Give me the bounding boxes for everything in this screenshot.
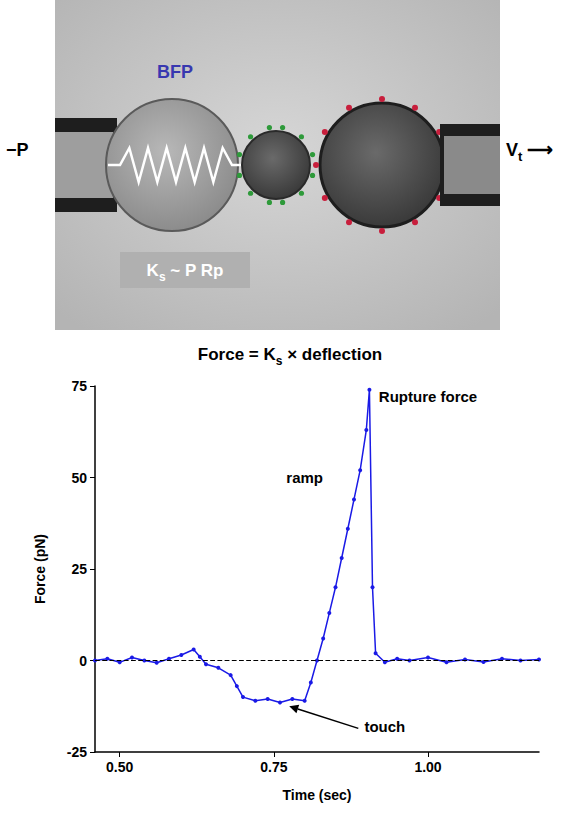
svg-text:Rupture force: Rupture force xyxy=(379,388,477,405)
svg-text:−P: −P xyxy=(6,140,29,160)
svg-text:25: 25 xyxy=(71,561,87,577)
svg-text:1.00: 1.00 xyxy=(414,759,441,775)
svg-text:ramp: ramp xyxy=(286,469,323,486)
svg-text:0.75: 0.75 xyxy=(260,759,287,775)
svg-text:0: 0 xyxy=(79,653,87,669)
svg-text:50: 50 xyxy=(71,470,87,486)
svg-text:Vt ⟶: Vt ⟶ xyxy=(506,140,553,164)
svg-text:75: 75 xyxy=(71,378,87,394)
svg-text:Time (sec): Time (sec) xyxy=(283,787,352,803)
svg-text:-25: -25 xyxy=(67,744,87,760)
svg-text:BFP: BFP xyxy=(157,62,193,82)
svg-text:touch: touch xyxy=(364,718,405,735)
svg-text:Ks ~ P Rp: Ks ~ P Rp xyxy=(147,261,224,284)
svg-text:0.50: 0.50 xyxy=(106,759,133,775)
svg-text:Force = Ks × deflection: Force = Ks × deflection xyxy=(198,345,382,368)
svg-text:Force (pN): Force (pN) xyxy=(32,534,48,604)
